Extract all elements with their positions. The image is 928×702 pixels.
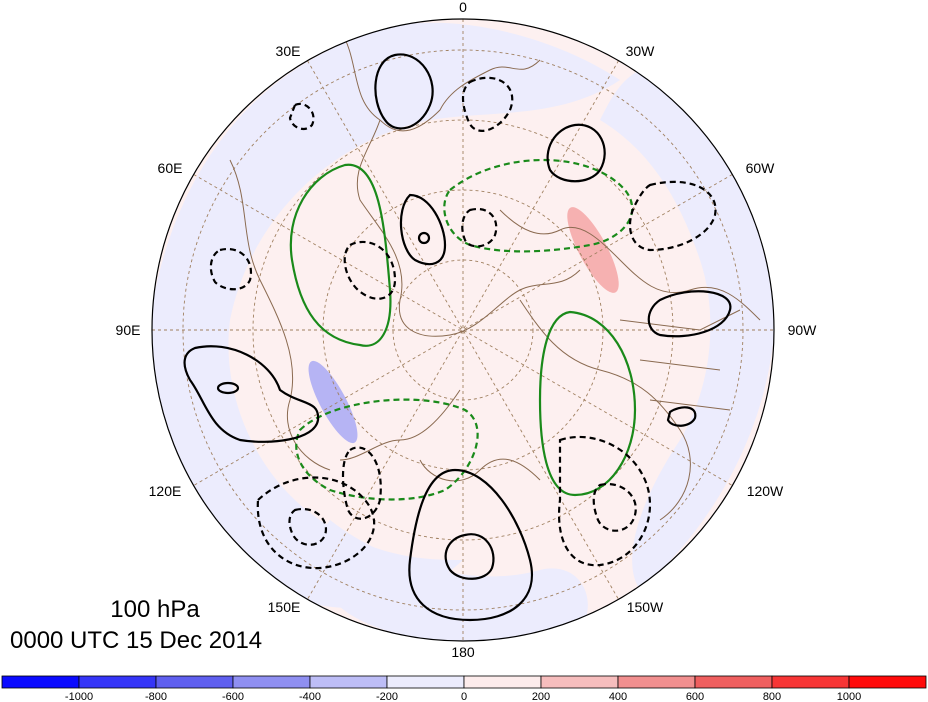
lon-label-60e: 60E — [158, 160, 183, 176]
colorbar-swatch — [232, 675, 311, 689]
black-dashed-contour-11 — [341, 446, 382, 520]
negative-anomaly-patch — [308, 360, 358, 444]
colorbar-swatch — [771, 675, 850, 689]
colorbar-tick-label: 400 — [609, 691, 627, 702]
black-solid-contour-3 — [399, 193, 447, 266]
lon-label-30e: 30E — [276, 43, 301, 59]
colorbar-tick-label: -600 — [222, 691, 244, 702]
green-dashed-contour-1 — [443, 159, 634, 253]
lon-label-120e: 120E — [149, 483, 182, 499]
black-dashed-contour-9 — [256, 476, 376, 570]
colorbar-tick-label: 0 — [461, 691, 467, 702]
green-dashed-contour-2 — [295, 398, 479, 501]
colorbar-swatch — [540, 675, 619, 689]
black-solid-contour-4 — [417, 231, 431, 245]
lon-label-30w: 30W — [626, 43, 656, 59]
black-solid-contour-8 — [216, 381, 240, 395]
colorbar-tick-label: -400 — [299, 691, 321, 702]
colorbar-tick-label: 800 — [763, 691, 781, 702]
black-solid-contour-7 — [183, 345, 320, 443]
lon-label-150w: 150W — [627, 599, 664, 615]
black-solid-contour-5 — [647, 290, 732, 338]
black-solid-contour-10 — [444, 533, 495, 580]
colorbar-swatch — [78, 675, 157, 689]
time-label: 0000 UTC 15 Dec 2014 — [10, 627, 262, 654]
negative-region-south — [315, 520, 588, 641]
colorbar-tick-label: 1000 — [837, 691, 861, 702]
lon-label-120w: 120W — [747, 483, 784, 499]
colorbar-swatch — [309, 675, 388, 689]
map-border — [151, 18, 775, 642]
black-dashed-contour-1 — [461, 76, 514, 132]
black-solid-contour-2 — [546, 123, 606, 183]
colorbar-tick-label: -1000 — [65, 691, 93, 702]
colorbar-tick-label: 200 — [532, 691, 550, 702]
black-dashed-contour-4 — [461, 207, 498, 248]
colorbar-swatch — [617, 675, 696, 689]
colorbar-swatch — [1, 675, 80, 689]
lon-label-150e: 150E — [268, 599, 301, 615]
colorbar-swatch — [463, 675, 542, 689]
colorbar-swatch — [848, 675, 927, 689]
colorbar: -1000 -800 -600 -400 -200 0 200 400 600 800 1000 — [1, 675, 927, 702]
black-solid-contour-9 — [408, 468, 533, 622]
black-dashed-contour-3 — [628, 180, 717, 252]
contours — [183, 53, 732, 622]
lon-label-180: 180 — [451, 644, 475, 660]
longitude-labels: 0 30E 30W 60E 60W 90E 90W 120E 120W 150E… — [116, 0, 818, 660]
coastlines — [229, 29, 761, 521]
lon-label-60w: 60W — [746, 160, 776, 176]
black-dashed-contour-7 — [558, 435, 652, 567]
black-dashed-contour-8 — [592, 482, 637, 532]
black-solid-contour-6 — [666, 406, 697, 427]
negative-region-east — [600, 70, 774, 590]
black-dashed-contour-5 — [343, 240, 397, 300]
black-dashed-contours — [209, 76, 717, 570]
lon-label-90e: 90E — [116, 322, 141, 338]
black-dashed-contour-2 — [288, 102, 315, 131]
colorbar-tick-label: -800 — [145, 691, 167, 702]
colorbar-swatch — [386, 675, 465, 689]
colorbar-tick-label: 600 — [686, 691, 704, 702]
negative-region-west — [152, 22, 620, 608]
colorbar-swatch — [155, 675, 234, 689]
lon-label-90w: 90W — [788, 322, 818, 338]
black-dashed-contour-10 — [288, 507, 328, 546]
lon-label-0: 0 — [459, 0, 467, 15]
colorbar-swatch — [694, 675, 773, 689]
level-label: 100 hPa — [110, 596, 200, 623]
green-solid-contour-2 — [538, 310, 637, 497]
black-dashed-contour-6 — [209, 247, 253, 291]
black-solid-contour-1 — [374, 53, 434, 130]
green-solid-contour-1 — [289, 163, 392, 347]
colorbar-tick-label: -200 — [376, 691, 398, 702]
